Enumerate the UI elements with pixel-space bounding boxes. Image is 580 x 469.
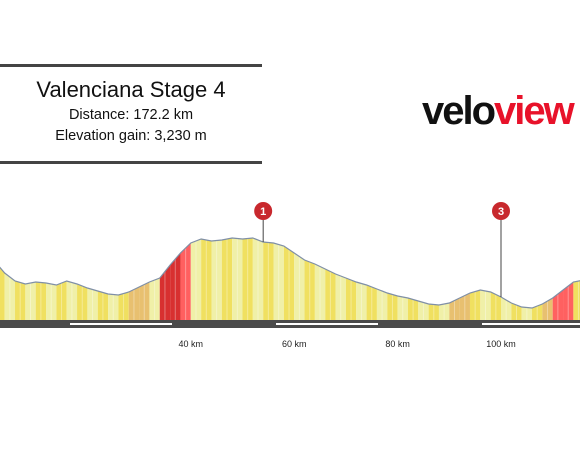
profile-segment [180,243,191,320]
profile-outline [0,237,580,309]
profile-segment [469,290,481,320]
profile-segment [273,243,284,320]
profile-segment [438,303,450,320]
road-bar-dash [276,323,378,325]
profile-segment [501,297,512,320]
profile-segment [335,274,346,320]
title-top-rule [0,64,262,67]
profile-segment [459,293,470,320]
profile-segment [25,282,36,320]
climb-marker-label: 1 [260,206,266,218]
title-bottom-rule [0,161,262,164]
profile-segment [542,298,553,320]
profile-segment [108,294,119,320]
profile-segment [376,289,388,320]
profile-segment [407,298,419,320]
x-tick-label: 60 km [282,339,307,349]
profile-segment [149,278,160,320]
logo-text-velo: velo [422,89,496,133]
x-tick-label: 100 km [486,339,516,349]
profile-segment [170,253,181,320]
profile-segment [201,239,212,320]
road-bar-dash [70,323,172,325]
profile-segment [573,280,580,320]
profile-segment [190,239,202,320]
profile-segment [511,303,522,320]
stage-title-box: Valenciana Stage 4 Distance: 172.2 km El… [0,64,262,164]
profile-segment [304,260,315,320]
profile-segment [532,304,543,320]
profile-segment [294,253,305,320]
profile-segment [4,273,16,320]
profile-segment [418,301,429,320]
logo-text-view: view [494,89,575,133]
profile-segment [552,290,564,320]
profile-segment [0,267,5,320]
profile-segment [252,238,264,320]
profile-segment [139,282,150,320]
profile-segment [428,304,439,320]
profile-segment [480,290,491,320]
profile-segment [242,238,253,320]
stage-distance: Distance: 172.2 km [68,107,194,123]
profile-segment [211,240,222,320]
x-tick-label: 40 km [179,339,204,349]
profile-segment [521,307,533,320]
profile-segment [345,278,357,320]
profile-segment [118,292,129,320]
profile-segment [232,238,243,320]
profile-segment [449,298,460,320]
profile-segment [356,282,367,320]
stage-title: Valenciana Stage 4 [36,77,226,102]
profile-line [0,237,580,309]
profile-segment [314,264,326,320]
profile-segment [56,281,67,320]
climb-marker-label: 3 [498,206,504,218]
veloview-logo: veloview [422,86,575,136]
profile-segment [97,291,109,320]
climb-marker-circle [492,202,510,220]
profile-segment [397,296,408,320]
profile-segment [263,242,274,320]
climb-marker-circle [254,202,273,220]
profile-segment [563,282,574,320]
profile-segment [15,281,26,320]
profile-segments [0,238,580,320]
stage-elevation-gain: Elevation gain: 3,230 m [55,128,207,144]
road-bar [0,320,580,328]
profile-segment [159,265,171,320]
profile-segment [366,285,377,320]
profile-segment [490,292,501,320]
profile-segment [283,246,295,320]
profile-segment [35,282,47,320]
profile-segment [221,238,233,320]
x-tick-label: 80 km [385,339,410,349]
profile-segment [87,288,98,320]
road-bar-dash [482,323,580,325]
profile-segment [77,284,88,320]
profile-segment [325,269,336,320]
profile-segment [66,281,78,320]
profile-segment [128,287,140,320]
profile-segment [387,293,398,320]
profile-segment [46,283,57,320]
